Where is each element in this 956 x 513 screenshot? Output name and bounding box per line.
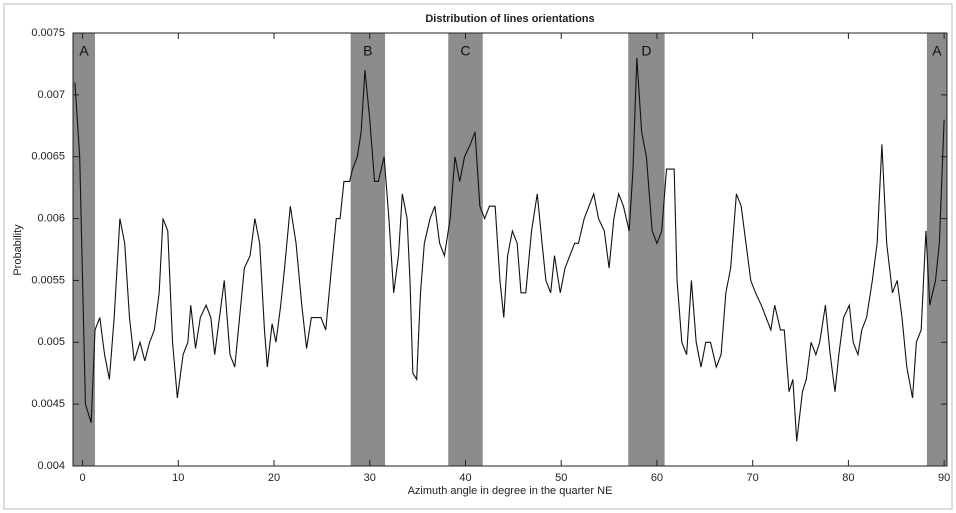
x-tick-label: 80 [842,472,854,484]
y-tick-label: 0.004 [37,460,65,472]
x-tick-label: 10 [172,472,184,484]
x-tick-label: 40 [459,472,471,484]
x-tick-label: 70 [747,472,759,484]
band-label: A [79,43,89,59]
x-tick-label: 30 [364,472,376,484]
x-tick-label: 50 [555,472,567,484]
y-tick-label: 0.007 [37,89,65,101]
chart-title: Distribution of lines orientations [425,13,594,25]
highlight-band [926,33,947,466]
data-line [74,57,945,442]
y-tick-label: 0.0065 [31,151,65,163]
y-tick-label: 0.0055 [31,274,65,286]
band-label: C [460,43,470,59]
x-tick-label: 60 [651,472,663,484]
y-tick-label: 0.0045 [31,398,65,410]
x-tick-label: 0 [80,472,86,484]
y-tick-label: 0.006 [37,212,65,224]
y-axis-label: Probability [12,224,24,276]
y-tick-label: 0.0075 [31,27,65,39]
y-tick-label: 0.005 [37,336,65,348]
band-label: B [363,43,372,59]
highlight-band [448,33,483,466]
plot-area [72,32,948,467]
highlight-band [628,33,665,466]
x-axis-label: Azimuth angle in degree in the quarter N… [408,485,613,497]
band-label: A [932,43,942,59]
x-tick-label: 20 [268,472,280,484]
frame [3,3,953,510]
band-label: D [641,43,651,59]
x-tick-label: 90 [938,472,950,484]
